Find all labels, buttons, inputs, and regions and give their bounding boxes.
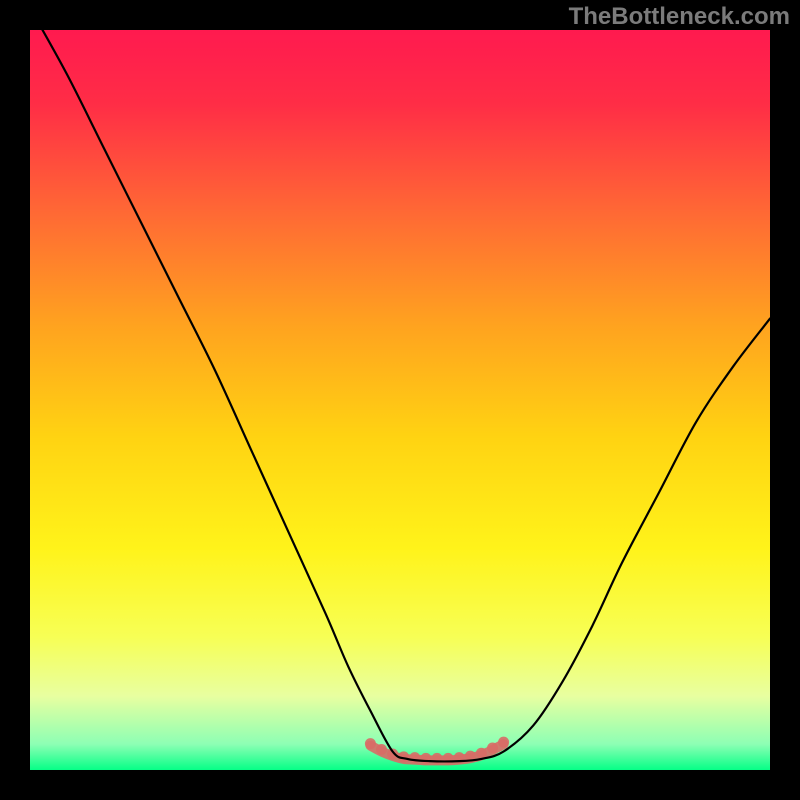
chart-canvas [0,0,800,800]
watermark-text: TheBottleneck.com [569,3,790,31]
chart-background [30,30,770,770]
bottleneck-chart: TheBottleneck.com [0,0,800,800]
